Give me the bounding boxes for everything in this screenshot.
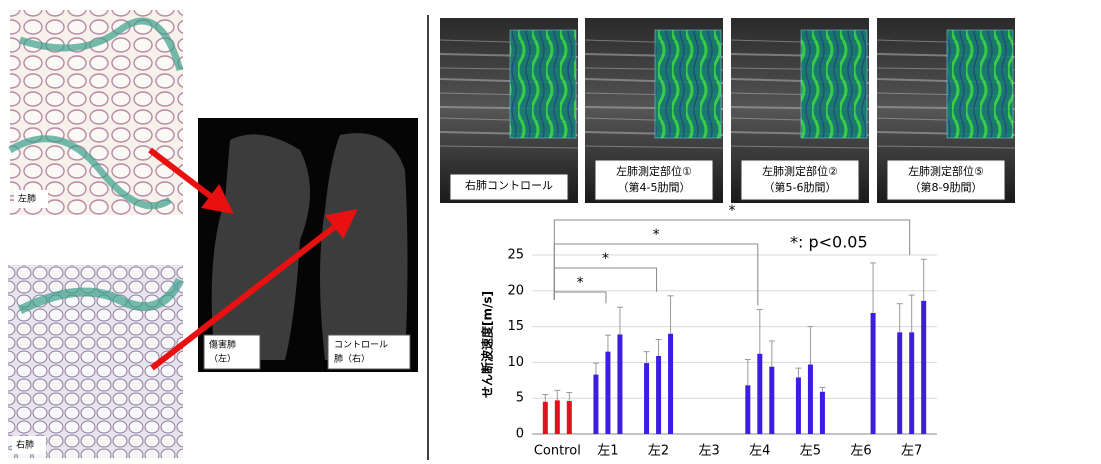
- ultrasound-label: 左肺測定部位②: [762, 164, 838, 178]
- significance-note: *: p<0.05: [790, 233, 868, 252]
- elastography-box: [655, 30, 721, 138]
- bar: [543, 402, 548, 434]
- ct-label: 肺（右）: [334, 353, 370, 365]
- lung: [320, 133, 408, 360]
- bar: [617, 334, 622, 434]
- ultrasound-label: （第4-5肋間）: [618, 180, 691, 194]
- bar: [921, 301, 926, 434]
- y-tick-label: 15: [507, 319, 524, 334]
- bar: [668, 334, 673, 434]
- chart: 0 5 10 15 20 25 せん断波速度[m/s] Control 左1 左2 左3 左4 左5 左6…: [480, 203, 938, 459]
- bar: [567, 401, 572, 434]
- figure: 左肺 右肺 傷害肺 （左） コントロール 肺（右） 右肺コントロール 左肺測定部位…: [0, 0, 1101, 460]
- bar: [820, 392, 825, 434]
- significance-label: *: [729, 203, 736, 219]
- bar: [555, 400, 560, 434]
- x-tick-label: 左5: [800, 444, 821, 459]
- significance-bracket: [554, 292, 606, 303]
- ct-label: （左）: [209, 353, 236, 365]
- x-tick-label: 左4: [749, 444, 770, 459]
- bar: [656, 356, 661, 434]
- x-tick-label: 左1: [597, 444, 618, 459]
- significance-label: *: [653, 227, 660, 243]
- ct-label: コントロール: [334, 341, 388, 351]
- x-tick-label: 左2: [648, 444, 669, 459]
- bar: [745, 385, 750, 434]
- ultrasound-label: 左肺測定部位⑤: [908, 164, 984, 178]
- significance-label: *: [577, 275, 584, 291]
- bar: [769, 367, 774, 434]
- ultrasound-label: 左肺測定部位①: [616, 164, 692, 178]
- histology-label: 左肺: [18, 193, 36, 205]
- bar: [593, 375, 598, 434]
- bar: [871, 313, 876, 434]
- ultrasound-label: （第8-9肋間）: [910, 180, 983, 194]
- ultrasound-panels: 右肺コントロール 左肺測定部位① （第4-5肋間） 左肺測定部位② （第5-6肋間） 左肺…: [440, 18, 1015, 203]
- elastography-box: [510, 30, 576, 138]
- ultrasound-label: 右肺コントロール: [465, 178, 553, 192]
- bar: [605, 352, 610, 434]
- bar: [644, 363, 649, 434]
- elastography-box: [801, 30, 867, 138]
- bar: [796, 377, 801, 434]
- y-tick-label: 10: [507, 355, 524, 370]
- x-tick-label: 左6: [850, 444, 871, 459]
- bar: [909, 332, 914, 434]
- ct-label: 傷害肺: [209, 339, 236, 351]
- bar: [897, 332, 902, 434]
- y-tick-label: 20: [507, 283, 524, 298]
- histology-label: 右肺: [16, 439, 34, 451]
- elastography-box: [947, 30, 1013, 138]
- y-tick-label: 0: [516, 427, 524, 442]
- y-tick-label: 5: [516, 391, 524, 406]
- bar: [757, 354, 762, 434]
- x-tick-label: 左3: [699, 444, 720, 459]
- x-tick-label: 左7: [901, 444, 922, 459]
- x-tick-label: Control: [534, 444, 581, 459]
- bar: [808, 365, 813, 434]
- significance-label: *: [602, 251, 609, 267]
- ultrasound-label: （第5-6肋間）: [764, 180, 837, 194]
- y-tick-label: 25: [507, 248, 524, 263]
- y-axis-label: せん断波速度[m/s]: [480, 291, 495, 398]
